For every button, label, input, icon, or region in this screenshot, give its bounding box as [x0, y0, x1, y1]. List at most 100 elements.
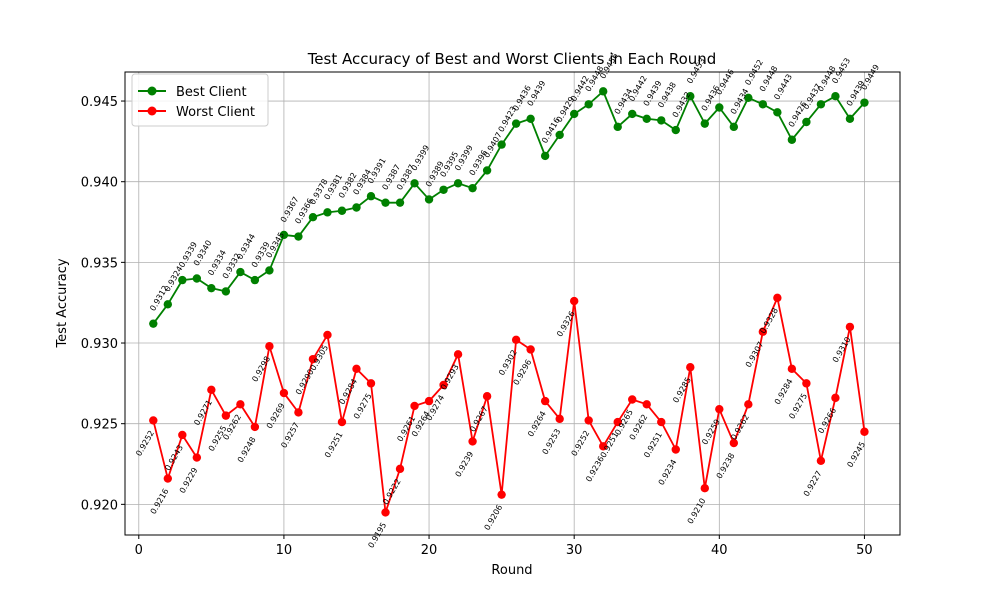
best-client-point — [236, 267, 245, 277]
worst-client-point — [845, 322, 855, 332]
best-client-point — [221, 287, 231, 296]
best-client-point — [439, 185, 448, 194]
worst-client-point — [816, 456, 826, 465]
best-client-point — [715, 103, 724, 112]
best-client-point — [250, 275, 260, 285]
worst-client-point — [831, 393, 840, 403]
worst-client-point — [628, 395, 637, 404]
chart-title: Test Accuracy of Best and Worst Clients … — [307, 50, 717, 68]
best-client-point — [395, 198, 405, 207]
best-client-point — [337, 206, 347, 215]
best-client-point — [613, 122, 622, 132]
best-client-point — [860, 98, 869, 107]
best-client-point — [700, 119, 709, 128]
worst-client-point — [395, 464, 405, 474]
worst-client-point — [453, 350, 463, 359]
best-client-point — [279, 230, 289, 240]
worst-client-point — [366, 379, 376, 388]
best-client-point — [831, 91, 840, 101]
y-tick-label: 0.930 — [81, 337, 118, 352]
legend-worst-marker — [147, 106, 157, 116]
best-client-point — [540, 151, 550, 161]
y-tick-label: 0.945 — [81, 95, 118, 110]
worst-client-point — [149, 416, 158, 425]
best-client-point — [686, 91, 695, 101]
y-tick-label: 0.940 — [81, 176, 118, 191]
worst-client-point — [671, 445, 680, 454]
worst-client-point — [729, 438, 739, 448]
worst-client-point — [236, 400, 245, 409]
best-client-point — [628, 109, 637, 119]
legend: Best Client Worst Client — [131, 73, 269, 127]
worst-client-point — [700, 484, 709, 493]
best-client-point — [569, 109, 579, 119]
best-client-point — [511, 119, 521, 128]
worst-client-point — [207, 385, 216, 395]
x-tick-label: 0 — [135, 543, 143, 558]
best-client-point — [468, 183, 477, 193]
best-client-point — [787, 135, 797, 144]
worst-client-point — [744, 400, 753, 409]
best-client-point — [599, 87, 608, 96]
worst-client-point — [758, 327, 768, 336]
worst-client-point — [715, 404, 724, 414]
best-client-point — [642, 114, 651, 123]
worst-client-point — [860, 427, 869, 436]
worst-client-line — [152, 296, 866, 514]
best-client-point — [192, 274, 202, 283]
y-tick-label: 0.935 — [81, 256, 118, 271]
plot-frame — [124, 71, 901, 536]
best-client-point — [366, 192, 376, 201]
worst-client-point — [250, 422, 260, 432]
legend-best-label: Best Client — [176, 85, 247, 100]
best-client-point — [410, 179, 419, 188]
best-client-point — [294, 232, 303, 241]
best-client-point — [453, 179, 463, 188]
worst-client-point — [511, 335, 521, 344]
best-client-point — [555, 130, 564, 140]
worst-client-point — [352, 364, 361, 374]
legend-frame — [131, 73, 269, 127]
best-client-point — [352, 203, 361, 212]
best-client-point — [323, 208, 332, 217]
y-tick-label: 0.920 — [81, 498, 118, 513]
x-axis-label: Round — [491, 563, 532, 578]
y-axis-label: Test Accuracy — [55, 258, 70, 348]
best-client-point — [178, 275, 187, 285]
x-tick-label: 10 — [276, 543, 293, 558]
best-client-point — [265, 266, 274, 275]
best-client-point — [149, 319, 158, 328]
worst-client-point — [323, 330, 332, 340]
best-client-point — [744, 93, 753, 103]
best-client-point — [526, 114, 535, 123]
best-client-point — [758, 100, 768, 109]
worst-client-point — [279, 388, 289, 398]
series-lines — [149, 87, 869, 517]
worst-client-point — [308, 354, 318, 364]
worst-client-point — [424, 396, 434, 406]
worst-client-point — [686, 363, 695, 372]
x-tick-label: 50 — [856, 543, 873, 558]
best-client-point — [584, 100, 593, 109]
best-client-point — [671, 125, 680, 135]
best-client-line — [152, 90, 866, 325]
best-client-point — [802, 117, 811, 127]
best-client-point — [497, 140, 506, 149]
best-client-point — [816, 100, 826, 109]
worst-client-point — [787, 364, 797, 374]
worst-client-point — [555, 414, 564, 424]
x-tick-label: 20 — [421, 543, 438, 558]
worst-client-point — [802, 379, 811, 388]
best-client-point — [163, 300, 173, 309]
worst-client-point — [497, 490, 506, 499]
best-client-point — [381, 198, 390, 207]
worst-client-point — [163, 474, 173, 483]
worst-client-point — [540, 396, 550, 406]
worst-client-point — [192, 453, 202, 462]
worst-client-point — [439, 380, 448, 390]
y-tick-label: 0.925 — [81, 418, 118, 433]
best-client-point — [207, 283, 216, 293]
worst-client-point — [599, 442, 608, 451]
legend-best-marker — [147, 86, 157, 96]
